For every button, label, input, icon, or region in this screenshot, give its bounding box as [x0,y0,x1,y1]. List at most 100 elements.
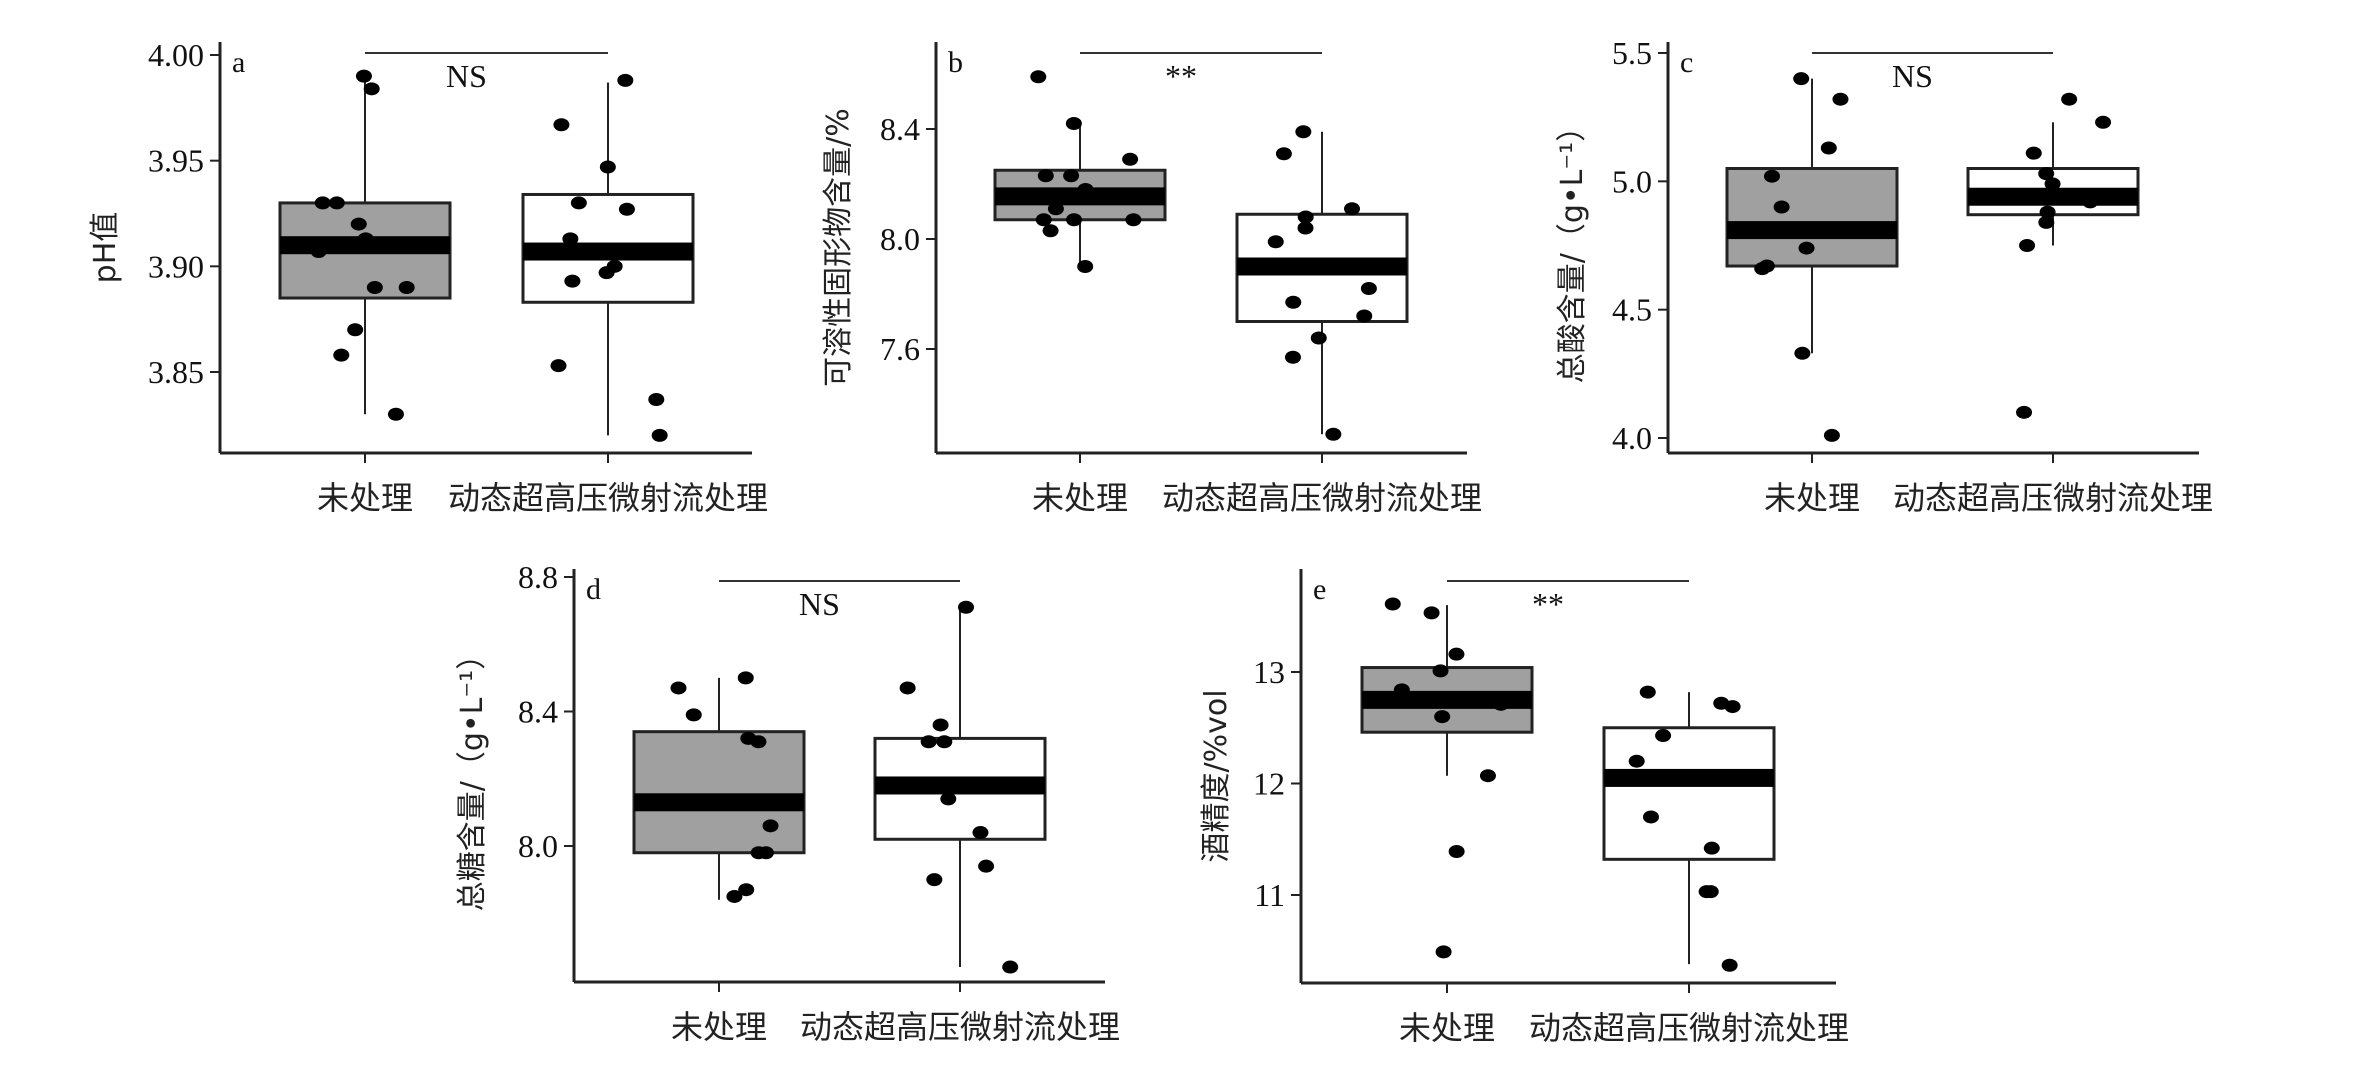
panel-c: 4.0 4.5 5.0 5.5 总酸含量/（g•L⁻¹） c NS 未处理 动态超高压微射流处理 [1555,35,2213,517]
y-tick-label: 8.8 [518,559,558,595]
data-point [1063,169,1080,183]
data-point [1047,202,1064,216]
data-point [1344,202,1361,216]
significance-label: ** [1165,58,1197,94]
data-point [1820,141,1837,155]
data-point [617,73,634,87]
data-point [670,681,687,695]
data-point [1297,210,1314,224]
y-axis-label: 可溶性固形物含量/% [821,108,856,387]
data-point [2082,195,2099,209]
data-point [920,735,937,749]
data-point [1037,169,1054,183]
median-line [634,793,804,812]
data-point [972,826,989,840]
data-point [1798,241,1815,255]
x-tick-label: 未处理 [1032,479,1128,517]
data-point [2038,215,2055,229]
data-point [1793,72,1810,86]
data-point [550,359,567,373]
data-point [1724,700,1741,714]
data-point [357,232,374,246]
panel-letter: b [948,46,963,79]
data-point [651,428,668,442]
data-point [564,274,581,288]
panel-letter: d [586,573,601,606]
y-tick-label: 3.90 [148,248,204,284]
data-point [1285,295,1302,309]
data-point [2038,192,2055,206]
x-tick-label: 动态超高压微射流处理 [1529,1009,1849,1047]
data-point [1448,845,1465,859]
data-point [1035,213,1052,227]
data-point [1655,729,1672,743]
data-point [366,280,383,294]
data-point [738,883,755,897]
y-tick-label: 4.5 [1612,292,1652,328]
data-point [1284,350,1301,364]
data-point [1794,346,1811,360]
y-tick-label: 12 [1253,766,1285,802]
panel-a: 3.85 3.90 3.95 4.00 pH值 a NS 未处理 动态超高压微射流处理 [88,37,768,517]
data-point [1077,183,1094,196]
data-point [570,196,587,210]
data-point [1703,841,1720,855]
data-point [978,859,995,873]
data-point [1384,597,1401,611]
data-point [310,245,327,259]
data-point [1310,331,1327,345]
data-point [1642,810,1659,824]
y-tick-label: 13 [1253,654,1285,690]
data-point [1090,191,1107,205]
data-point [1066,213,1083,227]
data-point [1360,282,1377,295]
data-point [1773,200,1790,214]
box [1602,726,1776,861]
data-point [1435,945,1452,959]
data-point [1492,697,1509,711]
data-point [618,202,635,216]
y-tick-label: 4.0 [1612,420,1652,456]
data-point [599,160,616,174]
data-point [2025,146,2042,160]
data-point [1002,960,1019,974]
y-axis-label: 酒精度/%vol [1199,689,1234,862]
data-point [363,82,380,96]
data-point [1432,664,1449,678]
data-point [932,718,949,732]
data-point [648,392,665,406]
data-point [2061,92,2078,106]
data-point [2038,167,2055,181]
data-point [1823,428,1840,442]
data-point [1832,92,1849,106]
y-tick-label: 4.00 [148,37,204,73]
data-point [1763,169,1780,183]
data-point [355,69,372,83]
median-line [1237,257,1407,276]
data-point [553,118,570,132]
data-point [1434,710,1451,724]
data-point [1721,958,1738,972]
data-point [2095,115,2112,129]
data-point [1125,213,1142,227]
x-tick-label: 未处理 [671,1008,767,1046]
data-point [957,600,974,614]
data-point [1042,224,1059,238]
data-point [1754,262,1771,276]
panel-letter: a [232,46,245,79]
significance-label: NS [446,58,487,94]
data-point [899,681,916,695]
data-point [1479,769,1496,783]
y-axis-label: 总糖含量/（g•L⁻¹） [455,640,490,911]
data-point [398,280,415,294]
median-line [1727,221,1897,240]
data-point [347,323,364,337]
significance-label: NS [799,586,840,622]
x-tick-label: 未处理 [1399,1009,1495,1047]
data-point [2039,205,2056,219]
panel-letter: c [1680,46,1693,79]
data-point [1639,685,1656,699]
y-tick-label: 7.6 [880,331,920,367]
data-point [387,407,404,421]
